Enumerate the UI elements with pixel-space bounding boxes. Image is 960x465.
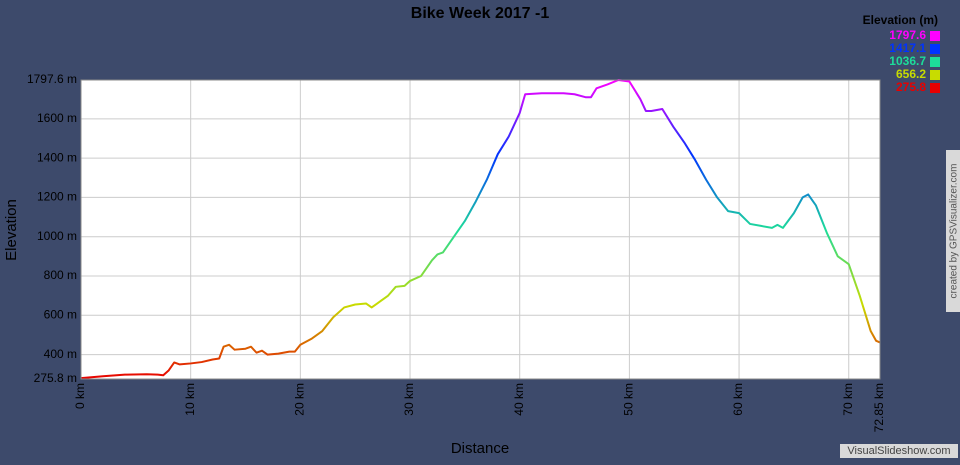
plot-area xyxy=(81,80,880,379)
x-tick-label: 60 km xyxy=(731,383,745,416)
x-tick-label: 20 km xyxy=(293,383,307,416)
legend-swatch xyxy=(930,44,940,54)
y-tick-label: 400 m xyxy=(44,347,77,361)
watermark-box xyxy=(840,444,958,458)
x-axis-label: Distance xyxy=(451,440,509,457)
x-tick-label: 0 km xyxy=(73,383,87,409)
y-tick-label: 600 m xyxy=(44,307,77,321)
plot-border xyxy=(80,79,881,380)
legend-label: 275.8 xyxy=(896,80,926,94)
y-tick-label: 1600 m xyxy=(37,111,77,125)
chart-title: Bike Week 2017 -1 xyxy=(411,5,550,22)
y-tick-label: 275.8 m xyxy=(34,371,77,385)
y-tick-label: 1000 m xyxy=(37,229,77,243)
watermark-box xyxy=(946,150,960,312)
x-tick-label: 50 km xyxy=(622,383,636,416)
y-tick-label: 1200 m xyxy=(37,190,77,204)
y-tick-label: 800 m xyxy=(44,268,77,282)
x-tick-label: 30 km xyxy=(402,383,416,416)
x-tick-label: 70 km xyxy=(841,383,855,416)
x-tick-label: 40 km xyxy=(512,383,526,416)
elevation-line xyxy=(80,79,881,380)
legend-label: 1417.1 xyxy=(889,41,926,55)
legend-label: 1797.6 xyxy=(889,28,926,42)
legend-title: Elevation (m) xyxy=(863,13,938,27)
legend-label: 656.2 xyxy=(896,67,926,81)
y-axis-label: Elevation xyxy=(3,199,20,261)
y-tick-label: 1797.6 m xyxy=(27,72,77,86)
x-tick-label: 72.85 km xyxy=(872,383,886,432)
x-tick-label: 10 km xyxy=(183,383,197,416)
watermark: created by GPSVisualizer.com xyxy=(949,164,960,299)
legend-swatch xyxy=(930,83,940,93)
watermark: VisualSlideshow.com xyxy=(847,445,950,457)
legend-swatch xyxy=(930,70,940,80)
y-tick-label: 1400 m xyxy=(37,150,77,164)
legend-swatch xyxy=(930,31,940,41)
legend-swatch xyxy=(930,57,940,67)
legend-label: 1036.7 xyxy=(889,54,926,68)
